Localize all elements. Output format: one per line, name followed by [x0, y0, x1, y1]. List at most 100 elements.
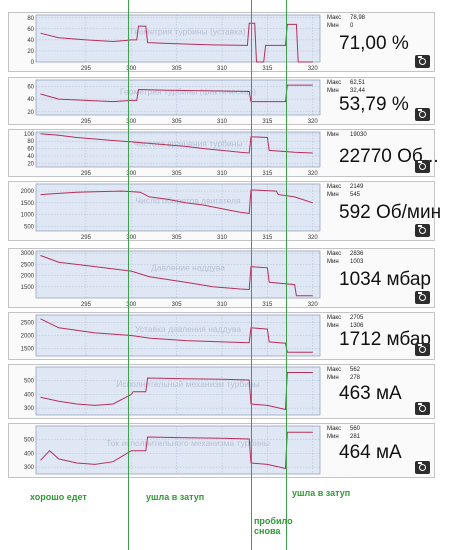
stat-label: Мин: [327, 323, 339, 329]
chart-plot: 500 400 300 Исполнительный механизм турбины: [24, 366, 321, 416]
camera-icon[interactable]: [415, 224, 430, 237]
stat-row: Макс 2836: [327, 251, 363, 257]
stat-value: 1003: [350, 259, 364, 265]
stat-row: Мин 278: [327, 375, 360, 381]
chart-panel: 100 80 60 40 20 295 300 305 310 315 320 Частота вра…: [8, 129, 439, 177]
x-tick-label: 300: [126, 171, 137, 177]
series-line: [40, 84, 313, 103]
y-tick-label: 500: [24, 438, 35, 444]
chart-panel: 3000 2500 2000 1500 295 300 305 310 315 320 Давлен…: [8, 248, 435, 308]
y-tick-label: 1500: [21, 285, 35, 291]
chart-plot: 60 40 20 295 300 305 310 315 320 Геометрия турбин…: [27, 79, 321, 125]
x-tick-label: 315: [262, 235, 273, 241]
stat-value: 281: [350, 434, 361, 440]
chart-title: Число оборотов двигателя: [135, 196, 241, 206]
panel-info: Макс 62,51 Мин 32,44 53,79 %: [325, 78, 434, 124]
x-tick-label: 315: [262, 171, 273, 177]
chart-title: Исполнительный механизм турбины: [116, 379, 260, 389]
stat-label: Мин: [327, 88, 339, 94]
series-line: [40, 431, 313, 470]
camera-icon[interactable]: [415, 160, 430, 173]
stat-value: 62,51: [350, 80, 366, 86]
chart-panel: 500 400 300 Ток исполнительного механизма т…: [8, 423, 435, 478]
current-value: 464 мА: [339, 442, 402, 463]
x-tick-label: 305: [172, 171, 183, 177]
y-tick-label: 1500: [21, 346, 35, 352]
x-tick-label: 310: [217, 235, 228, 241]
chart-title: Частота вращения турбины: [133, 139, 242, 149]
y-tick-label: 300: [24, 465, 35, 471]
stat-label: Макс: [327, 184, 342, 190]
panel-info: Макс 2836 Мин 1003 1034 мбар: [325, 249, 434, 307]
chart-panel: 60 40 20 295 300 305 310 315 320 Геометрия турбин…: [8, 77, 435, 125]
x-tick-label: 320: [308, 302, 319, 308]
y-tick-label: 2500: [21, 321, 35, 327]
panel-info: Макс 2705 Мин 1306 1712 мбар: [325, 313, 434, 359]
current-value: 1034 мбар: [339, 269, 431, 290]
camera-icon[interactable]: [415, 461, 430, 474]
camera-icon[interactable]: [415, 291, 430, 304]
stat-value: 1306: [350, 323, 364, 329]
y-tick-label: 40: [27, 97, 34, 103]
x-tick-label: 295: [81, 66, 92, 72]
x-tick-label: 305: [172, 119, 183, 125]
stat-row: Макс 78,98: [327, 15, 365, 21]
camera-icon[interactable]: [415, 108, 430, 121]
y-tick-label: 80: [27, 16, 34, 22]
plot-background: [35, 79, 321, 116]
x-tick-label: 300: [126, 235, 137, 241]
chart-panel: 500 400 300 Исполнительный механизм турбины…: [8, 364, 435, 419]
stat-value: 32,44: [350, 88, 366, 94]
panel-info: Макс 78,98 Мин 0 71,00 %: [325, 13, 434, 71]
y-tick-label: 80: [27, 139, 34, 145]
chart-plot: 500 400 300 Ток исполнительного механизма т…: [24, 425, 321, 475]
stat-value: 278: [350, 375, 361, 381]
series-line: [40, 318, 313, 353]
chart-title: Ток исполнительного механизма турбины: [106, 438, 270, 448]
x-tick-label: 305: [172, 235, 183, 241]
series-line: [40, 133, 313, 154]
y-tick-label: 3000: [21, 251, 35, 257]
x-tick-label: 310: [217, 302, 228, 308]
chart-plot: 3000 2500 2000 1500 295 300 305 310 315 320 Давлен…: [21, 250, 321, 308]
x-tick-label: 315: [262, 302, 273, 308]
x-tick-label: 300: [126, 66, 137, 72]
stat-row: Макс 2705: [327, 315, 363, 321]
camera-icon[interactable]: [415, 55, 430, 68]
y-tick-label: 60: [27, 27, 34, 33]
y-tick-label: 20: [27, 110, 34, 116]
stat-value: 562: [350, 367, 361, 373]
stat-value: 545: [350, 192, 361, 198]
chart-panel: 2500 2000 1500 Уставка давления наддува Макс…: [8, 312, 435, 360]
y-tick-label: 60: [27, 147, 34, 153]
stat-row: Мин 545: [327, 192, 360, 198]
stat-row: Макс 562: [327, 367, 360, 373]
y-tick-label: 100: [24, 132, 35, 138]
camera-icon[interactable]: [415, 343, 430, 356]
stat-label: Макс: [327, 315, 342, 321]
x-tick-label: 315: [262, 119, 273, 125]
x-tick-label: 315: [262, 66, 273, 72]
current-value: 53,79 %: [339, 94, 409, 115]
x-tick-label: 300: [126, 302, 137, 308]
marker-line-3: [286, 0, 287, 550]
stat-row: Макс 62,51: [327, 80, 365, 86]
current-value: 463 мА: [339, 383, 402, 404]
y-tick-label: 400: [24, 392, 35, 398]
series-line: [40, 372, 313, 411]
x-tick-label: 295: [81, 119, 92, 125]
panel-info: Макс 562 Мин 278 463 мА: [325, 365, 434, 418]
panel-info: Макс 2149 Мин 545 592 Об/мин: [325, 182, 441, 240]
plot-background: [35, 14, 321, 63]
y-tick-label: 500: [24, 224, 35, 230]
stat-row: Мин 1003: [327, 259, 363, 265]
y-tick-label: 40: [27, 38, 34, 44]
camera-icon[interactable]: [415, 402, 430, 415]
chart-title: Геометрия турбины (фактическая): [120, 87, 256, 97]
stat-value: 2836: [350, 251, 364, 257]
chart-title: Геометрия турбины (уставка): [130, 27, 246, 37]
y-tick-label: 60: [27, 84, 34, 90]
chart-plot: 2000 1500 1000 500 295 300 305 310 315 320 Число о…: [21, 183, 321, 241]
chart-panel: 2000 1500 1000 500 295 300 305 310 315 320 Число о…: [8, 181, 441, 241]
stat-label: Мин: [327, 259, 339, 265]
